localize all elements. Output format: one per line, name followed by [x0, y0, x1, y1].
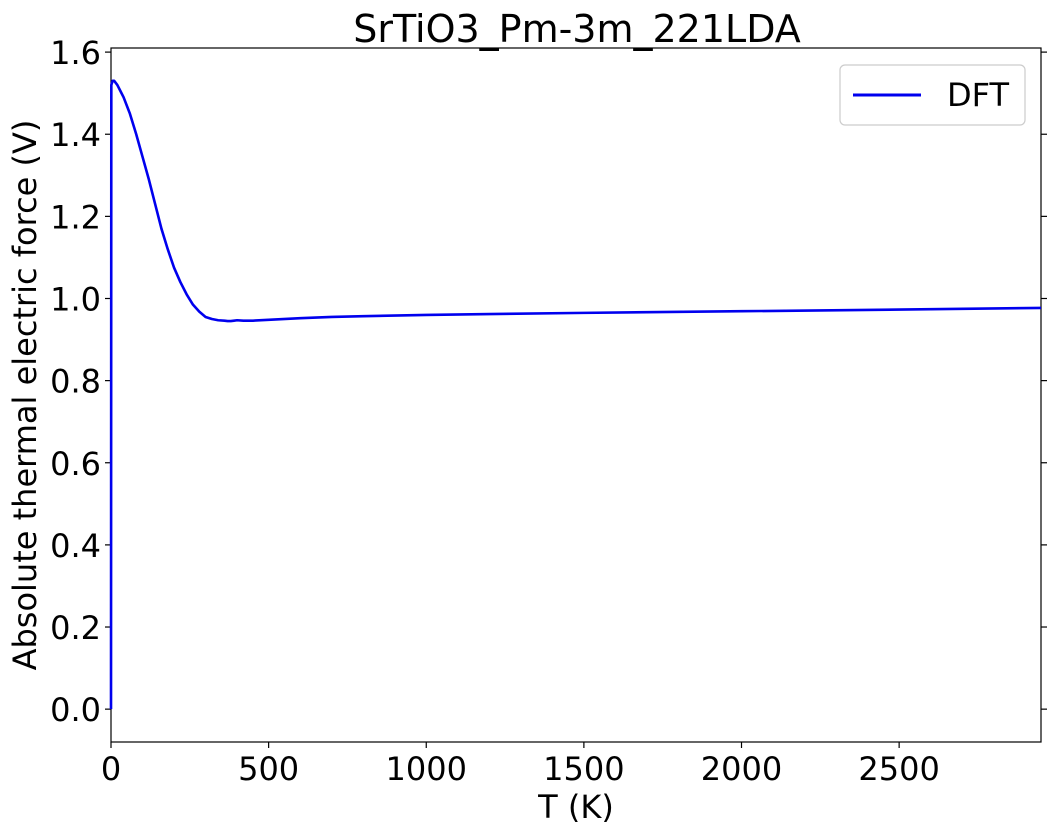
series-layer [109, 79, 1042, 710]
y-tick-label: 0.8 [50, 363, 101, 401]
y-tick-label: 1.0 [50, 280, 101, 318]
y-tick-label: 0.6 [50, 445, 101, 483]
x-tick-label: 0 [101, 750, 121, 788]
legend-label-dft: DFT [947, 76, 1009, 114]
series-line-dft [109, 79, 1042, 710]
y-tick-label: 1.4 [50, 116, 101, 154]
y-tick-label: 1.2 [50, 198, 101, 236]
x-tick-label: 1500 [543, 750, 624, 788]
y-tick-label: 1.6 [50, 34, 101, 72]
legend-box [839, 64, 1026, 126]
x-axis: 0 500 1000 1500 2000 2500 [101, 742, 940, 788]
x-tick-label: 2000 [701, 750, 782, 788]
y-axis-label: Absolute thermal electric force (V) [6, 120, 44, 671]
x-tick-label: 500 [238, 750, 299, 788]
y-tick-label: 0.0 [50, 691, 101, 729]
chart-title: SrTiO3_Pm-3m_221LDA [353, 7, 801, 51]
legend: DFT [839, 64, 1026, 126]
y-axis: 0.0 0.2 0.4 0.6 0.8 1.0 1.2 1.4 1.6 [50, 34, 1047, 729]
x-axis-label: T (K) [537, 788, 614, 826]
plot-frame [110, 47, 1042, 743]
y-tick-label: 0.2 [50, 609, 101, 647]
x-tick-label: 1000 [386, 750, 467, 788]
y-tick-label: 0.4 [50, 527, 101, 565]
x-tick-label: 2500 [858, 750, 939, 788]
